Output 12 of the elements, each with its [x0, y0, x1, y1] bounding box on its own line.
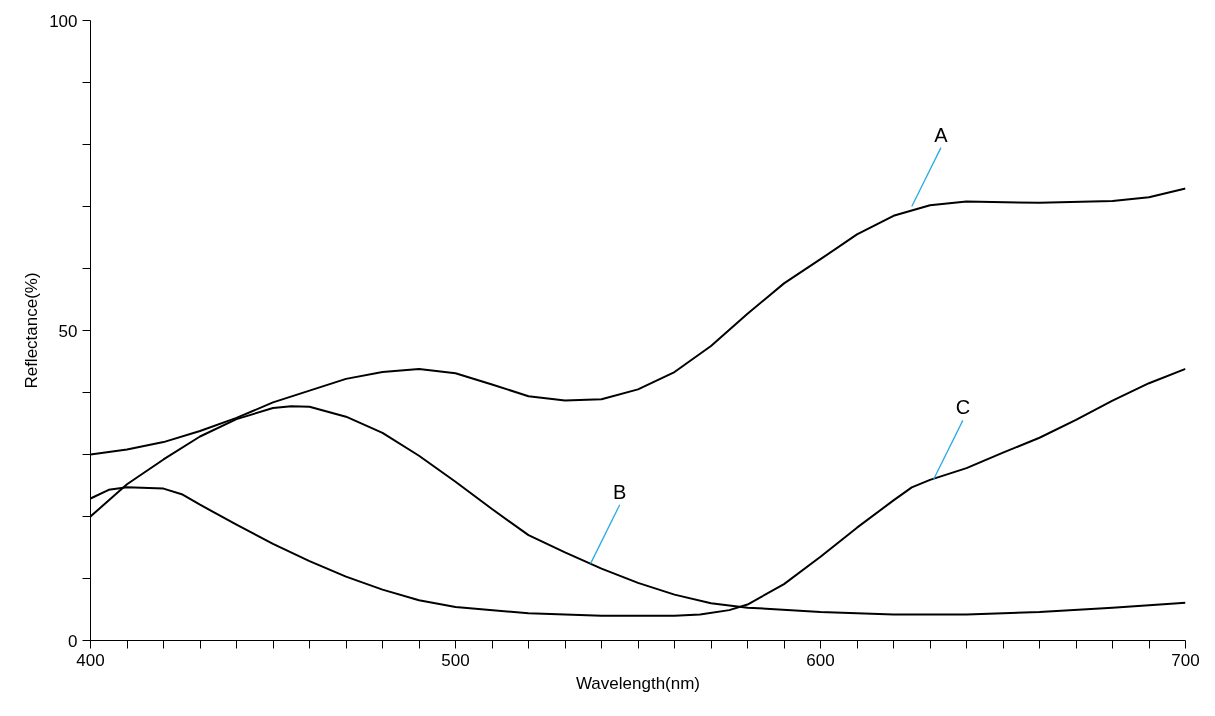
annotation: C: [955, 396, 971, 419]
x-tick-label: 400: [76, 650, 105, 670]
x-axis-title: Wavelength(nm): [575, 673, 701, 693]
x-tick-label: 500: [441, 650, 470, 670]
annotation: B: [613, 480, 627, 503]
y-tick-label: 0: [68, 631, 78, 651]
y-tick-label: 50: [58, 321, 78, 341]
annotation: A: [934, 123, 949, 146]
y-tick-label: 100: [49, 11, 78, 31]
x-tick-label: 700: [1171, 650, 1200, 670]
x-tick-label: 600: [806, 650, 835, 670]
y-axis-title: Reflectance(%): [22, 272, 42, 389]
